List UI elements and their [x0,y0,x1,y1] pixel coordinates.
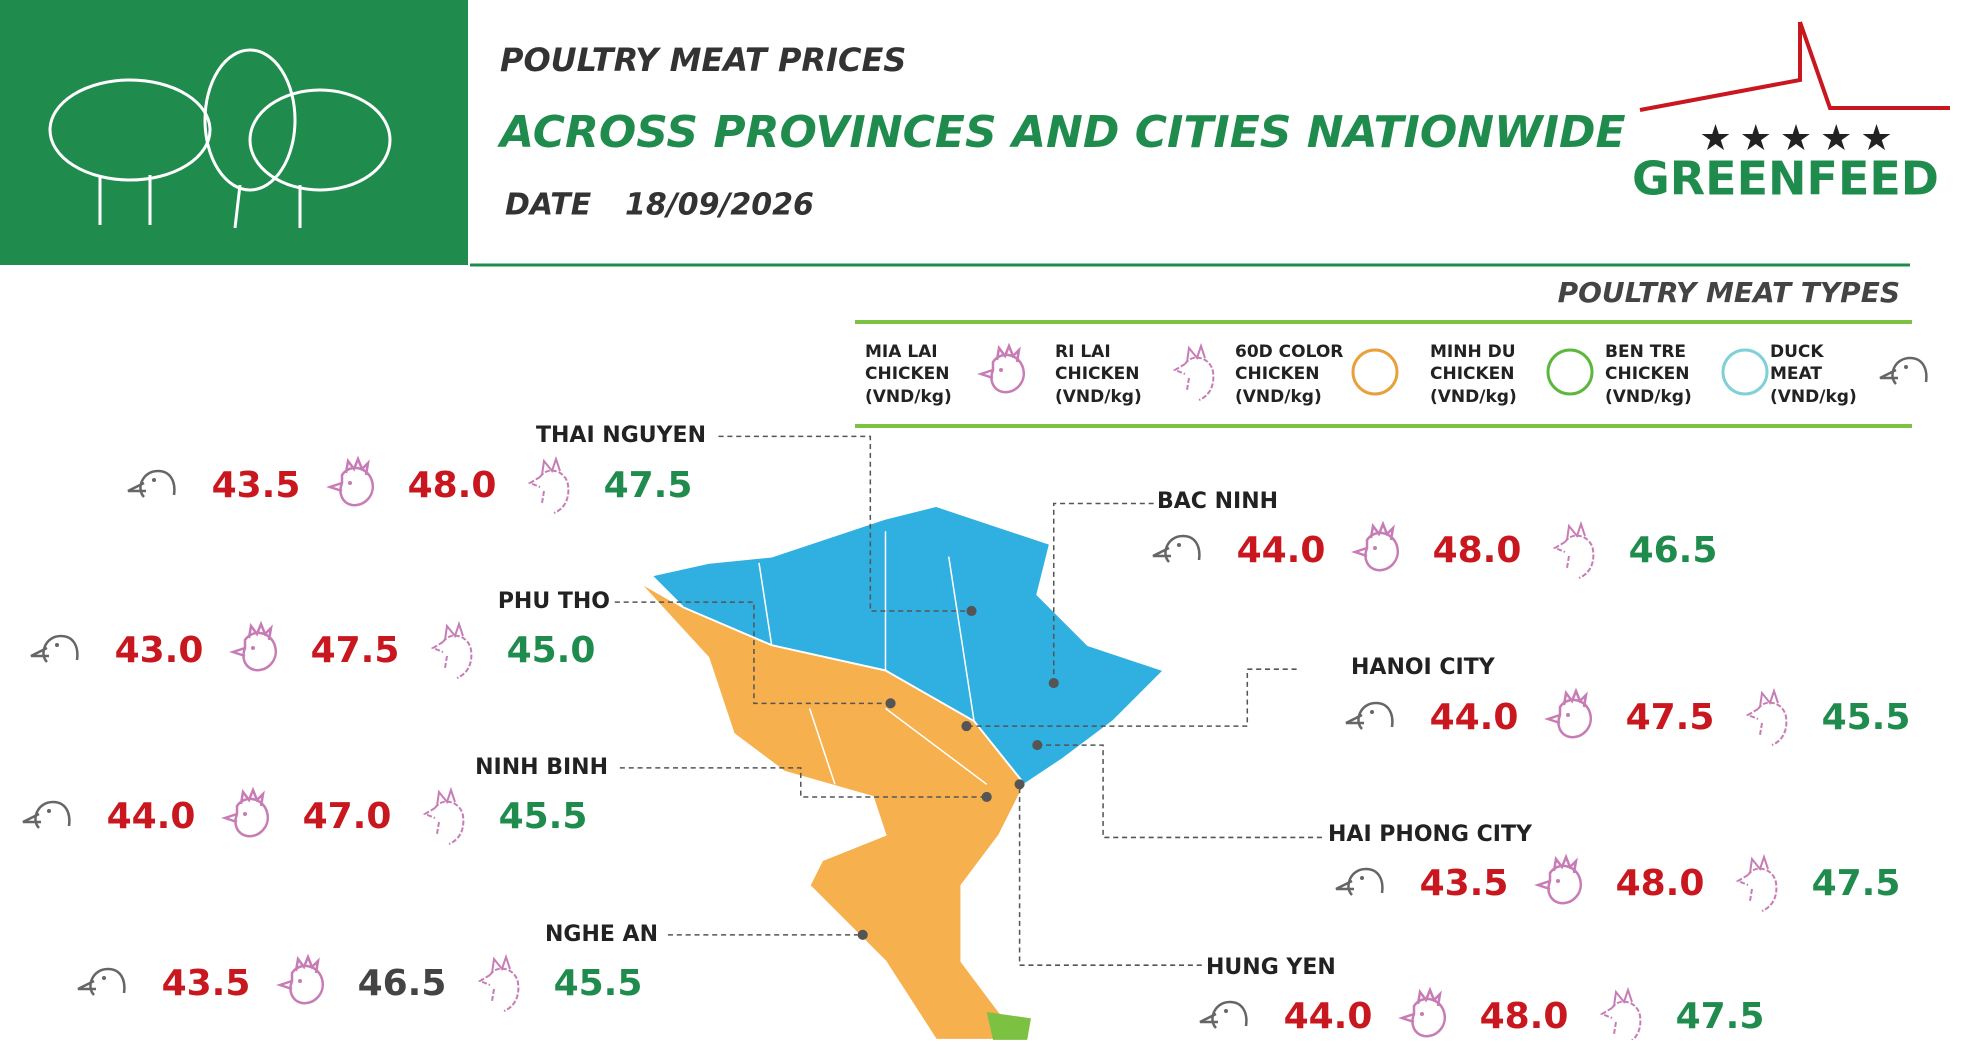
legend-icon [1721,348,1769,396]
subtitle: ACROSS PROVINCES AND CITIES NATIONWIDE [497,107,1626,158]
price-icon [1536,855,1583,905]
legend-unit: (VND/kg) [865,387,952,407]
region-name: NINH BINH [475,755,608,780]
price: 43.0 [115,630,204,671]
legend-title: POULTRY MEAT TYPES [1558,276,1900,309]
legend-unit: (VND/kg) [1235,387,1322,407]
price-icon [126,469,176,499]
price: 43.5 [162,963,251,1004]
price-icon [29,634,79,664]
price: 45.5 [1822,697,1911,738]
legend-icon [979,344,1026,394]
legend-icon [1878,356,1928,386]
price: 45.0 [507,630,596,671]
region-name: PHU THO [498,589,610,614]
price: 47.5 [311,630,400,671]
price: 43.5 [212,465,301,506]
region-name: NGHE AN [545,922,658,947]
price: 44.0 [1430,697,1519,738]
price: 47.0 [303,796,392,837]
price-icon [479,956,520,1012]
price-icon [1344,701,1394,731]
legend-label: CHICKEN [1055,364,1140,384]
legend-label: CHICKEN [1605,364,1690,384]
price: 47.5 [1626,697,1715,738]
price-icon [1198,1000,1248,1030]
title: POULTRY MEAT PRICES [500,41,906,79]
price: 46.5 [358,963,447,1004]
price: 48.0 [1433,530,1522,571]
price-icon [1334,867,1384,897]
legend-unit: (VND/kg) [1430,387,1517,407]
price: 47.5 [1812,863,1901,904]
legend-icon [1546,348,1594,396]
price-icon [1151,534,1201,564]
region-name: HAI PHONG CITY [1328,822,1533,847]
price: 44.0 [107,796,196,837]
legend-label: CHICKEN [1235,364,1320,384]
svg-text:★★★★★: ★★★★★ [1699,118,1900,159]
price-icon [1400,988,1447,1038]
logo: ★★★★★ GREENFEED [1632,21,1950,206]
price-icon [278,955,325,1005]
price: 45.5 [554,963,643,1004]
date-label: DATE [505,188,592,223]
price-icon [1546,689,1593,739]
price: 43.5 [1420,863,1509,904]
header-birds [48,48,392,229]
price-icon [1737,856,1778,912]
region-name: BAC NINH [1157,489,1278,514]
legend-label: DUCK [1770,342,1824,362]
date: 18/09/2026 [625,188,814,223]
price: 47.5 [604,465,693,506]
price-icon [1554,523,1595,579]
price-icon [529,458,570,514]
price: 45.5 [499,796,588,837]
legend-label: CHICKEN [865,364,950,384]
price-icon [424,789,465,845]
price-icon [328,457,375,507]
map [614,435,1322,1041]
region-name: HANOI CITY [1351,655,1496,680]
legend-label: CHICKEN [1430,364,1515,384]
brand: GREENFEED [1632,152,1939,206]
price: 48.0 [1480,996,1569,1037]
price-icon [76,967,126,997]
price: 48.0 [1616,863,1705,904]
legend-icon [1351,348,1399,396]
price-icon [432,623,473,679]
price: 47.5 [1676,996,1765,1037]
price-icon [1353,522,1400,572]
price: 44.0 [1237,530,1326,571]
legend-unit: (VND/kg) [1055,387,1142,407]
region-name: THAI NGUYEN [536,423,706,448]
region-name: HUNG YEN [1206,955,1336,980]
price-icon [1747,690,1788,746]
legend-label: 60D COLOR [1235,342,1343,362]
legend-unit: (VND/kg) [1770,387,1857,407]
price-icon [21,800,71,830]
legend-unit: (VND/kg) [1605,387,1692,407]
legend-label: BEN TRE [1605,342,1686,362]
legend-label: MINH DU [1430,342,1516,362]
legend-label: MEAT [1770,364,1822,384]
legend-label: MIA LAI [865,342,938,362]
price: 44.0 [1284,996,1373,1037]
price: 46.5 [1629,530,1718,571]
legend-icon [1174,345,1215,401]
price-icon [231,622,278,672]
price: 48.0 [408,465,497,506]
price-icon [223,788,270,838]
price-icon [1601,989,1642,1044]
legend-label: RI LAI [1055,342,1111,362]
